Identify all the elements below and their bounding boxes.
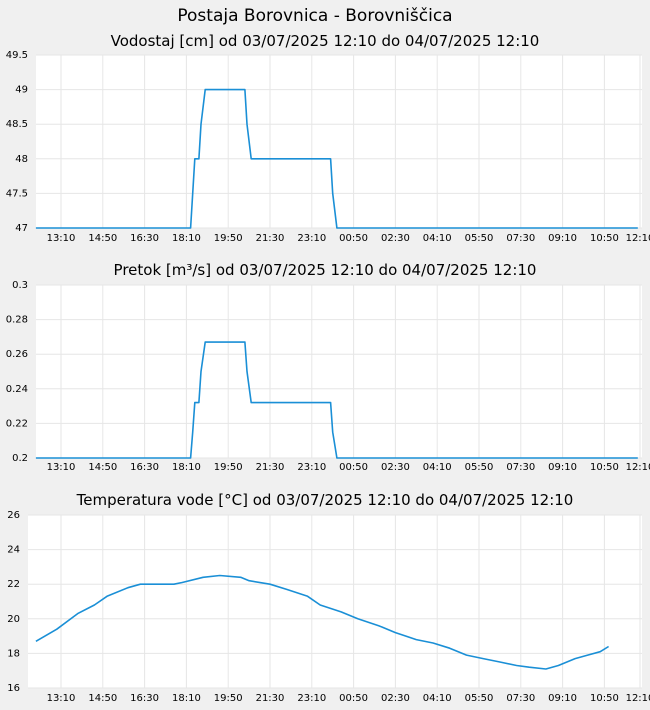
y-tick-label: 0.2 bbox=[12, 453, 28, 464]
chart-panel-1: Vodostaj [cm] od 03/07/2025 12:10 do 04/… bbox=[6, 32, 650, 244]
x-tick-label: 16:30 bbox=[130, 462, 159, 473]
series-line bbox=[35, 574, 610, 670]
chart-title: Pretok [m³/s] od 03/07/2025 12:10 do 04/… bbox=[114, 261, 537, 279]
chart-panel-3: Temperatura vode [°C] od 03/07/2025 12:1… bbox=[7, 491, 650, 704]
series-line bbox=[35, 88, 638, 229]
x-tick-label: 23:10 bbox=[297, 693, 326, 704]
x-tick-label: 19:50 bbox=[214, 693, 243, 704]
x-tick-label: 00:50 bbox=[339, 462, 368, 473]
plot-area bbox=[36, 55, 642, 228]
y-tick-label: 24 bbox=[7, 545, 20, 556]
x-tick-label: 14:50 bbox=[88, 462, 117, 473]
x-tick-label: 18:10 bbox=[172, 693, 201, 704]
y-tick-label: 20 bbox=[7, 614, 20, 625]
x-tick-label: 04:10 bbox=[423, 233, 452, 244]
y-tick-label: 22 bbox=[7, 579, 20, 590]
x-tick-label: 05:50 bbox=[465, 233, 494, 244]
x-tick-label: 07:30 bbox=[506, 693, 535, 704]
x-tick-label: 13:10 bbox=[47, 233, 76, 244]
x-tick-label: 14:50 bbox=[88, 233, 117, 244]
y-tick-label: 18 bbox=[7, 648, 20, 659]
x-tick-label: 23:10 bbox=[297, 462, 326, 473]
plot-area bbox=[28, 515, 642, 688]
x-tick-label: 19:50 bbox=[214, 462, 243, 473]
x-tick-label: 12:10 bbox=[626, 693, 650, 704]
y-tick-label: 0.26 bbox=[6, 349, 28, 360]
x-tick-label: 09:10 bbox=[548, 462, 577, 473]
y-tick-label: 48.5 bbox=[6, 119, 28, 130]
x-tick-label: 21:30 bbox=[256, 462, 285, 473]
x-tick-label: 02:30 bbox=[381, 462, 410, 473]
x-tick-label: 16:30 bbox=[130, 693, 159, 704]
y-tick-label: 49 bbox=[15, 85, 28, 96]
x-tick-label: 04:10 bbox=[423, 462, 452, 473]
x-tick-label: 02:30 bbox=[381, 693, 410, 704]
chart-title: Vodostaj [cm] od 03/07/2025 12:10 do 04/… bbox=[111, 32, 540, 50]
page-title: Postaja Borovnica - Borovniščica bbox=[177, 6, 452, 26]
x-tick-label: 10:50 bbox=[590, 693, 619, 704]
x-tick-label: 05:50 bbox=[465, 693, 494, 704]
x-tick-label: 12:10 bbox=[626, 462, 650, 473]
x-tick-label: 07:30 bbox=[506, 462, 535, 473]
y-tick-label: 47 bbox=[15, 223, 28, 234]
x-tick-label: 02:30 bbox=[381, 233, 410, 244]
x-tick-label: 14:50 bbox=[88, 693, 117, 704]
x-tick-label: 09:10 bbox=[548, 233, 577, 244]
series-line bbox=[35, 341, 638, 459]
x-tick-label: 10:50 bbox=[590, 233, 619, 244]
x-tick-label: 00:50 bbox=[339, 233, 368, 244]
x-tick-label: 05:50 bbox=[465, 462, 494, 473]
chart-title: Temperatura vode [°C] od 03/07/2025 12:1… bbox=[76, 491, 574, 509]
x-tick-label: 07:30 bbox=[506, 233, 535, 244]
x-tick-label: 13:10 bbox=[47, 693, 76, 704]
y-tick-label: 0.3 bbox=[12, 280, 28, 291]
x-tick-label: 23:10 bbox=[297, 233, 326, 244]
x-tick-label: 12:10 bbox=[626, 233, 650, 244]
x-tick-label: 18:10 bbox=[172, 233, 201, 244]
x-tick-label: 00:50 bbox=[339, 693, 368, 704]
y-tick-label: 16 bbox=[7, 683, 20, 694]
y-tick-label: 26 bbox=[7, 510, 20, 521]
plot-area bbox=[36, 285, 642, 458]
x-tick-label: 21:30 bbox=[256, 693, 285, 704]
y-tick-label: 47.5 bbox=[6, 188, 28, 199]
y-tick-label: 49.5 bbox=[6, 50, 28, 61]
x-tick-label: 04:10 bbox=[423, 693, 452, 704]
x-tick-label: 13:10 bbox=[47, 462, 76, 473]
x-tick-label: 18:10 bbox=[172, 462, 201, 473]
y-tick-label: 0.28 bbox=[6, 315, 28, 326]
x-tick-label: 10:50 bbox=[590, 462, 619, 473]
y-tick-label: 0.24 bbox=[6, 384, 28, 395]
x-tick-label: 19:50 bbox=[214, 233, 243, 244]
x-tick-label: 21:30 bbox=[256, 233, 285, 244]
y-tick-label: 0.22 bbox=[6, 418, 28, 429]
x-tick-label: 09:10 bbox=[548, 693, 577, 704]
chart-panel-2: Pretok [m³/s] od 03/07/2025 12:10 do 04/… bbox=[6, 261, 650, 473]
y-tick-label: 48 bbox=[15, 154, 28, 165]
x-tick-label: 16:30 bbox=[130, 233, 159, 244]
